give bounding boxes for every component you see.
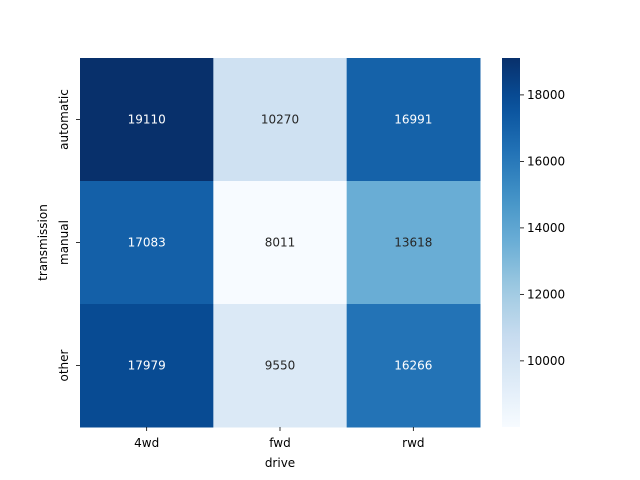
cell-value-label: 8011 (265, 236, 296, 250)
colorbar-tick-label: 14000 (527, 221, 565, 235)
y-tick-label: other (57, 349, 71, 381)
cell-value-label: 16266 (394, 359, 432, 373)
x-axis-ticks: 4wd fwd rwd (134, 427, 425, 450)
x-tick-label: 4wd (134, 436, 159, 450)
colorbar-tick-label: 12000 (527, 287, 565, 301)
heatmap-cell (346, 304, 481, 428)
colorbar (502, 58, 520, 427)
cell-value-label: 19110 (128, 113, 166, 127)
heatmap-cell-labels: 19110 10270 16991 17083 8011 13618 17979 9550 16… (128, 113, 433, 373)
heatmap-cell (213, 304, 348, 428)
cell-value-label: 13618 (394, 236, 432, 250)
y-tick-label: manual (57, 220, 71, 265)
y-axis-ticks: automatic manual other (57, 89, 80, 381)
heatmap-cell (213, 58, 348, 182)
heatmap-cell (346, 181, 481, 305)
heatmap-cells (80, 58, 481, 428)
cell-value-label: 16991 (394, 113, 432, 127)
y-tick-label: automatic (57, 89, 71, 150)
colorbar-tick-label: 18000 (527, 88, 565, 102)
colorbar-tick-label: 10000 (527, 354, 565, 368)
cell-value-label: 17979 (128, 359, 166, 373)
colorbar-ticks: 10000 12000 14000 16000 18000 (520, 88, 565, 368)
heatmap-cell (346, 58, 481, 182)
x-axis-label: drive (265, 456, 295, 470)
heatmap-cell (80, 58, 214, 182)
y-axis-label: transmission (36, 204, 50, 281)
x-tick-label: fwd (269, 436, 290, 450)
cell-value-label: 10270 (261, 113, 299, 127)
heatmap-cell (80, 181, 214, 305)
heatmap-cell (80, 304, 214, 428)
cell-value-label: 17083 (128, 236, 166, 250)
cell-value-label: 9550 (265, 359, 296, 373)
heatmap-cell (213, 181, 348, 305)
x-tick-label: rwd (402, 436, 424, 450)
colorbar-tick-label: 16000 (527, 154, 565, 168)
